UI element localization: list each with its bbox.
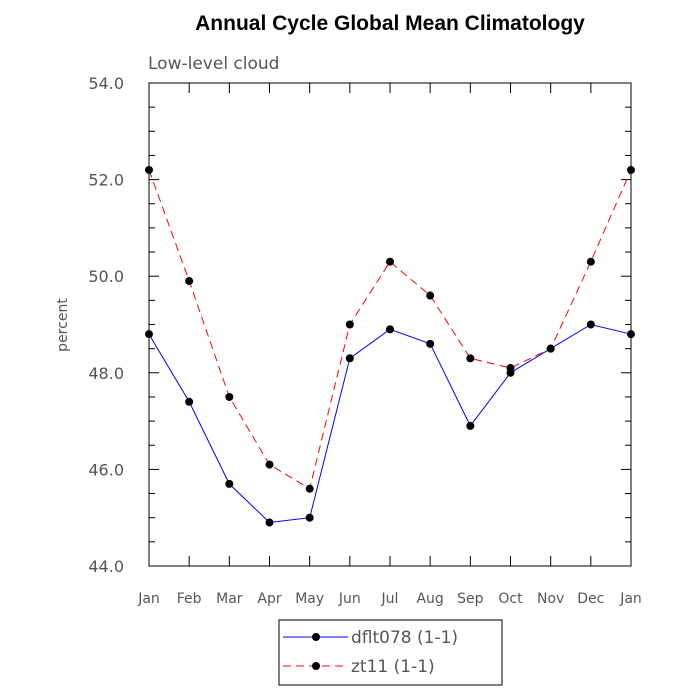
series-line-0 (148, 323, 632, 524)
data-point-0 (225, 479, 234, 488)
data-point-1 (345, 320, 354, 329)
data-point-1 (225, 392, 234, 401)
x-tick-label: Dec (577, 591, 604, 607)
data-point-0 (265, 518, 274, 527)
data-point-1 (586, 257, 595, 266)
data-point-1 (506, 363, 515, 372)
y-tick-label: 52.0 (88, 171, 124, 190)
legend-marker-zt11 (312, 662, 320, 670)
series-group (145, 165, 635, 527)
data-point-1 (265, 460, 274, 469)
legend-marker-dflt078 (312, 633, 320, 641)
x-tick-label: Sep (457, 591, 484, 607)
y-tick-label: 50.0 (88, 267, 124, 286)
data-point-0 (345, 354, 354, 363)
x-tick-label: Nov (537, 591, 564, 607)
x-tick-label: Jan (619, 591, 642, 607)
data-point-0 (145, 330, 153, 339)
x-tick-label: Mar (216, 591, 243, 607)
axis-ticks: 44.0 46.0 48.0 50.0 52.0 54.0 Jan Feb Mar Apr May J… (88, 74, 641, 607)
data-point-0 (466, 421, 475, 430)
y-tick-label: 54.0 (88, 74, 124, 93)
legend-label-dflt078: dflt078 (1-1) (351, 628, 458, 648)
data-point-1 (546, 344, 555, 353)
y-axis-label: percent (55, 298, 71, 352)
data-point-1 (627, 165, 635, 174)
data-point-0 (185, 397, 194, 406)
chart-subtitle: Low-level cloud (148, 54, 279, 74)
data-point-0 (426, 339, 435, 348)
plot-frame (148, 82, 632, 567)
legend-label-zt11: zt11 (1-1) (351, 657, 435, 677)
y-tick-label: 48.0 (88, 364, 124, 383)
data-point-1 (466, 354, 475, 363)
legend: dflt078 (1-1) zt11 (1-1) (278, 619, 503, 686)
chart-title: Annual Cycle Global Mean Climatology (195, 12, 585, 35)
x-tick-label: Jul (381, 591, 399, 607)
data-point-1 (305, 484, 314, 493)
x-tick-label: Feb (177, 591, 202, 607)
legend-box (278, 619, 503, 686)
data-point-1 (386, 257, 394, 266)
data-point-1 (426, 291, 435, 300)
data-point-1 (185, 277, 194, 286)
x-tick-label: Aug (416, 591, 443, 607)
data-point-1 (145, 165, 153, 174)
x-tick-label: Jan (137, 591, 160, 607)
x-tick-label: Oct (498, 591, 523, 607)
y-tick-label: 46.0 (88, 460, 124, 479)
x-tick-label: Apr (257, 591, 281, 607)
data-point-0 (586, 320, 595, 329)
y-tick-label: 44.0 (88, 557, 124, 576)
data-point-0 (305, 513, 314, 522)
data-point-0 (627, 330, 635, 339)
x-tick-label: Jun (338, 591, 361, 607)
x-tick-label: May (295, 591, 324, 607)
data-point-0 (386, 325, 394, 334)
